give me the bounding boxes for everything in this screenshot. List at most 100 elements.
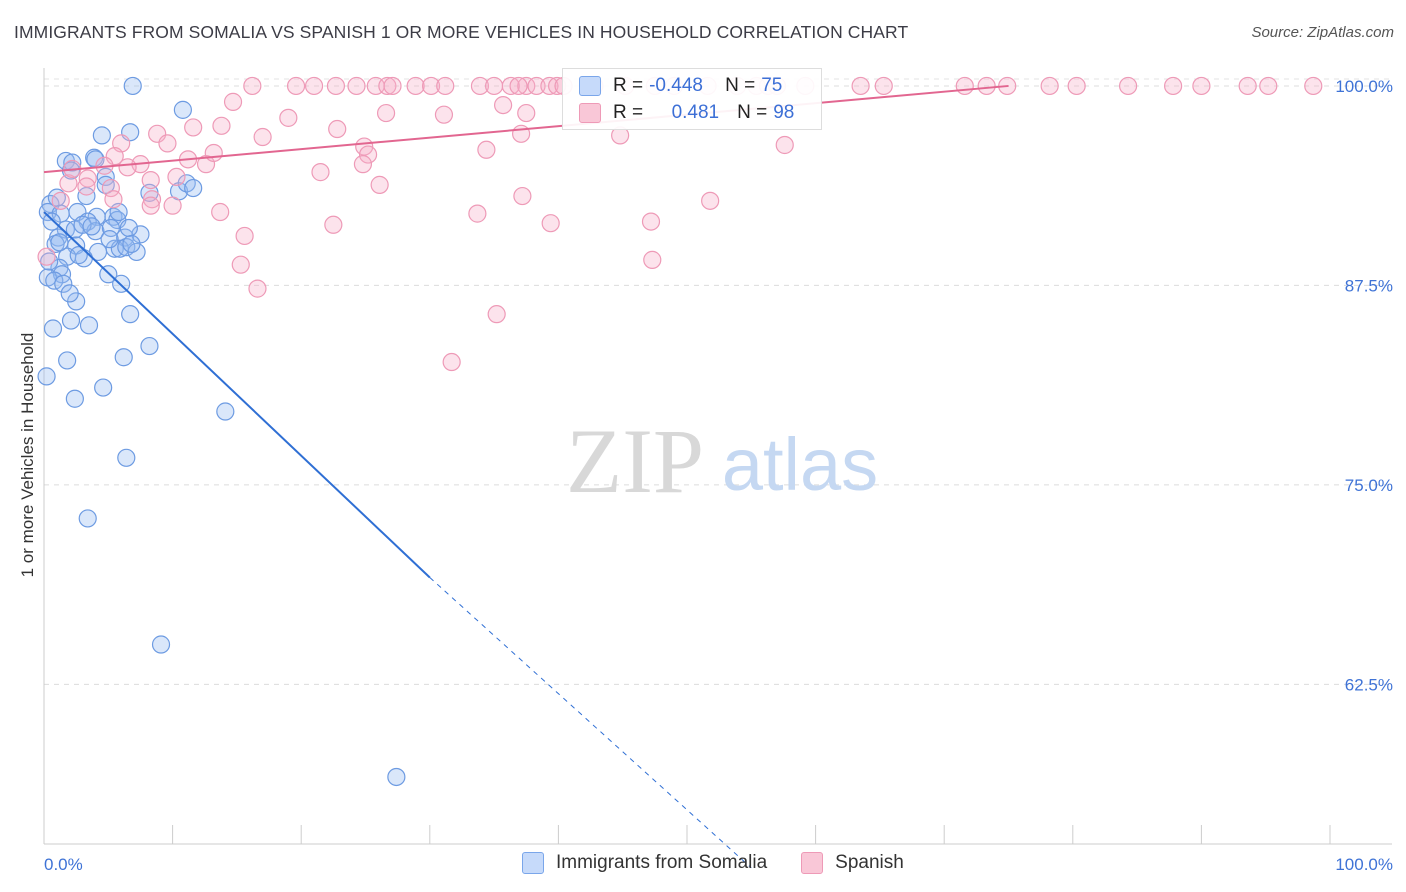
point-spanish — [59, 174, 78, 193]
point-spanish — [540, 76, 559, 96]
series-legend: Immigrants from Somalia Spanish — [522, 852, 938, 874]
point-spanish — [541, 214, 560, 233]
point-spanish — [184, 118, 203, 137]
point-spanish — [775, 135, 794, 155]
chart-title: IMMIGRANTS FROM SOMALIA VS SPANISH 1 OR … — [14, 22, 909, 42]
point-spanish — [643, 250, 662, 269]
legend-r-value: 0.481 — [671, 102, 720, 123]
legend-item-somalia[interactable]: Immigrants from Somalia — [522, 852, 767, 874]
point-spanish — [163, 196, 182, 215]
trend-lines — [43, 84, 1009, 869]
point-spanish — [353, 155, 373, 174]
point-spanish — [101, 178, 120, 198]
point-spanish — [376, 103, 396, 123]
point-spanish — [477, 140, 496, 159]
watermark-atlas: atlas — [722, 423, 878, 506]
point-spanish — [517, 76, 536, 96]
point-spanish — [279, 108, 298, 127]
point-spanish — [378, 76, 397, 96]
source-label: Source: ZipAtlas.com — [1251, 24, 1394, 41]
point-somalia — [77, 186, 96, 206]
point-spanish — [436, 76, 455, 96]
point-spanish — [513, 186, 532, 206]
tick-labels: 100.0% 87.5% 75.0% 62.5% 0.0% 100.0% — [44, 77, 1393, 874]
y-tick-label: 100.0% — [1335, 77, 1393, 96]
watermark: ZIP atlas — [566, 410, 878, 512]
point-somalia — [73, 215, 92, 234]
trend-line-spanish — [43, 84, 1009, 174]
point-spanish — [253, 127, 272, 147]
point-spanish — [701, 191, 720, 210]
point-somalia — [60, 284, 79, 303]
axes — [43, 68, 1392, 845]
point-spanish — [406, 76, 425, 96]
point-somalia — [37, 367, 56, 386]
point-somalia — [65, 389, 84, 408]
point-somalia — [117, 238, 136, 257]
point-somalia — [122, 234, 141, 254]
point-spanish — [326, 76, 346, 96]
x-tick-label: 100.0% — [1335, 855, 1393, 874]
point-spanish — [421, 76, 441, 96]
point-spanish — [286, 76, 306, 96]
point-somalia — [42, 212, 61, 231]
point-spanish — [358, 145, 378, 164]
point-spanish — [51, 191, 70, 210]
legend-swatch-somalia — [579, 76, 601, 96]
point-somalia — [61, 311, 81, 330]
legend-row-spanish: R = 0.481 N = 98 — [579, 100, 794, 126]
point-somalia — [105, 239, 124, 258]
point-spanish — [77, 177, 96, 196]
point-spanish — [434, 105, 454, 124]
point-spanish — [509, 76, 528, 96]
point-spanish — [324, 215, 343, 234]
y-tick-label: 75.0% — [1345, 476, 1393, 495]
series-somalia-points — [37, 76, 406, 787]
point-spanish — [517, 103, 536, 123]
legend-r-label: R = — [613, 75, 644, 96]
point-spanish — [211, 202, 230, 222]
point-spanish — [1259, 76, 1278, 96]
point-spanish — [235, 226, 254, 246]
legend-item-spanish[interactable]: Spanish — [801, 852, 904, 874]
legend-label-spanish: Spanish — [835, 852, 904, 873]
point-spanish — [874, 76, 893, 96]
legend-r-label: R = — [613, 102, 644, 123]
point-spanish — [512, 124, 531, 143]
point-somalia — [69, 246, 88, 265]
point-somalia — [92, 126, 111, 145]
point-spanish — [641, 212, 661, 231]
point-somalia — [100, 230, 119, 249]
point-spanish — [141, 196, 160, 215]
point-somalia — [43, 319, 63, 338]
point-somalia — [114, 348, 133, 367]
legend-n-label: N = — [725, 75, 756, 96]
point-spanish — [347, 76, 366, 96]
legend-swatch-spanish — [801, 852, 824, 874]
point-spanish — [470, 76, 490, 96]
x-tick-label: 0.0% — [44, 855, 83, 874]
y-axis-label: 1 or more Vehicles in Household — [18, 332, 37, 578]
point-spanish — [1040, 76, 1059, 96]
point-spanish — [311, 163, 330, 182]
point-somalia — [117, 448, 136, 467]
legend-n-label: N = — [737, 102, 768, 123]
trend-line-somalia-extrapolated — [429, 577, 752, 869]
point-spanish — [304, 76, 324, 96]
point-spanish — [1304, 76, 1323, 96]
point-spanish — [977, 76, 996, 96]
point-spanish — [1164, 76, 1183, 96]
point-somalia — [94, 378, 113, 397]
point-spanish — [370, 175, 389, 194]
point-somalia — [121, 305, 140, 324]
legend-swatch-spanish — [579, 103, 601, 123]
point-somalia — [123, 76, 142, 96]
point-somalia — [54, 274, 73, 293]
legend-label-somalia: Immigrants from Somalia — [556, 852, 768, 873]
stats-legend: R = -0.448 N = 75 R = 0.481 N = 98 — [562, 68, 822, 130]
point-spanish — [527, 76, 546, 96]
point-somalia — [96, 175, 115, 194]
point-somalia — [82, 217, 101, 236]
legend-row-somalia: R = -0.448 N = 75 — [579, 73, 782, 99]
